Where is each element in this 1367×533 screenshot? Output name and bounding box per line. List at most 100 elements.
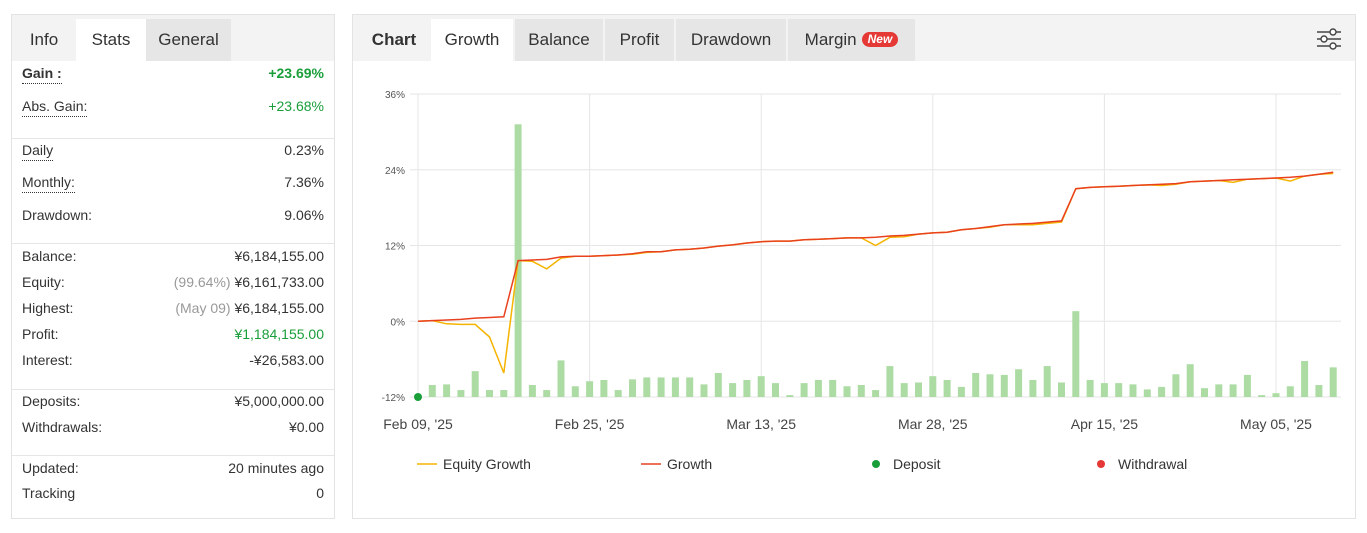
line: [417, 171, 1334, 323]
settings-icon[interactable]: [1315, 27, 1343, 51]
stat-value-text: 0.23%: [284, 142, 324, 158]
legend-label: Withdrawal: [1118, 456, 1187, 472]
stat-row: Deposits: ¥5,000,000.00: [22, 391, 324, 411]
stat-value: 0.23%: [284, 140, 324, 160]
stat-value: ¥6,184,155.00: [234, 246, 324, 266]
badge: New: [861, 32, 899, 47]
stat-label: Interest:: [22, 352, 73, 368]
y-tick-label: -12%: [382, 393, 405, 404]
icon-lines: [1317, 28, 1341, 50]
bar: [843, 386, 851, 397]
bar: [614, 390, 622, 397]
stat-row: Monthly: 7.36%: [22, 172, 324, 193]
bar: [800, 383, 808, 397]
stat-label: Equity:: [22, 274, 65, 290]
x-tick-label: May 05, '25: [1240, 416, 1312, 432]
tab[interactable]: Stats: [76, 19, 146, 61]
bar: [1015, 369, 1023, 397]
stat-row: Daily 0.23%: [22, 140, 324, 161]
stat-label: Abs. Gain:: [22, 96, 88, 117]
bar: [929, 376, 937, 397]
stat-value-text: 20 minutes ago: [228, 460, 324, 476]
bar: [528, 385, 536, 397]
stat-label: Deposits:: [22, 393, 81, 409]
bar: [1115, 383, 1123, 397]
tab[interactable]: Margin New: [788, 19, 915, 61]
bar: [1086, 379, 1094, 397]
stat-label: Balance:: [22, 248, 77, 264]
tab-bar: Chart Growth Balance Profit Drawdown Mar…: [353, 15, 1355, 61]
tab[interactable]: Drawdown: [676, 19, 786, 61]
stat-row: Tracking 0: [22, 483, 324, 503]
x-tick-label: Mar 28, '25: [898, 416, 968, 432]
bar: [786, 395, 794, 397]
bar: [629, 379, 636, 397]
bar: [1129, 384, 1137, 397]
stat-label: Monthly:: [22, 172, 75, 193]
bar: [915, 382, 922, 397]
bar: [900, 383, 908, 397]
bar: [657, 377, 665, 397]
legend-dot: [1097, 460, 1105, 468]
bar: [757, 376, 765, 397]
bar: [743, 379, 751, 397]
tab[interactable]: Balance: [515, 19, 603, 61]
bar: [471, 371, 479, 397]
legend-dot: [872, 460, 880, 468]
stat-label: Tracking: [22, 485, 76, 501]
marker: [414, 393, 422, 401]
stat-note: (May 09): [175, 300, 231, 316]
bar: [957, 386, 965, 397]
bar: [1000, 374, 1008, 397]
bar: [486, 390, 493, 397]
bar: [1072, 311, 1080, 397]
bar: [1329, 367, 1337, 397]
stat-note: (99.64%): [173, 274, 231, 290]
bar: [814, 379, 822, 397]
stat-value: (99.64%) ¥6,161,733.00: [174, 272, 324, 292]
x-tick-label: Feb 09, '25: [383, 416, 453, 432]
stat-value: +23.68%: [268, 96, 324, 116]
bar: [543, 390, 551, 397]
stat-value: +23.69%: [268, 63, 324, 83]
y-tick-label: 24%: [385, 166, 405, 177]
bar: [829, 379, 837, 397]
stat-value-text: ¥0.00: [288, 419, 324, 435]
bar: [1286, 386, 1294, 397]
tab[interactable]: Growth: [431, 19, 513, 61]
bar: [1029, 379, 1037, 397]
bar: [729, 383, 737, 397]
bar: [643, 377, 651, 397]
stats-panel: Info Stats General Gain : +23.69% Abs. Gai…: [11, 14, 335, 519]
stat-row: Abs. Gain: +23.68%: [22, 96, 324, 117]
bar: [1143, 389, 1151, 397]
tab-label: Margin: [804, 30, 857, 49]
stat-value-text: ¥6,161,733.00: [234, 274, 324, 290]
bar: [1201, 388, 1208, 397]
tab[interactable]: Profit: [605, 19, 674, 61]
bar: [772, 383, 779, 397]
bar: [586, 381, 594, 397]
legend-label: Growth: [667, 456, 712, 472]
bar: [1172, 374, 1180, 397]
stat-value: -¥26,583.00: [249, 350, 324, 370]
bar: [457, 390, 465, 397]
bar: [1058, 382, 1065, 397]
bar: [443, 384, 451, 397]
stat-label: Withdrawals:: [22, 419, 103, 435]
bar: [671, 377, 679, 397]
tab[interactable]: Chart: [371, 30, 417, 49]
stat-row: Interest: -¥26,583.00: [22, 350, 324, 370]
bar: [428, 385, 436, 397]
stat-label: Updated:: [22, 460, 79, 476]
bar: [857, 385, 865, 397]
bar: [714, 373, 722, 397]
stat-value: 7.36%: [284, 172, 324, 192]
tab[interactable]: Info: [29, 30, 59, 49]
stat-value: (May 09) ¥6,184,155.00: [175, 298, 324, 318]
tab[interactable]: General: [146, 19, 231, 61]
stat-value-text: -¥26,583.00: [249, 352, 324, 368]
stat-row: Profit: ¥1,184,155.00: [22, 324, 324, 344]
stat-value: ¥1,184,155.00: [234, 324, 324, 344]
